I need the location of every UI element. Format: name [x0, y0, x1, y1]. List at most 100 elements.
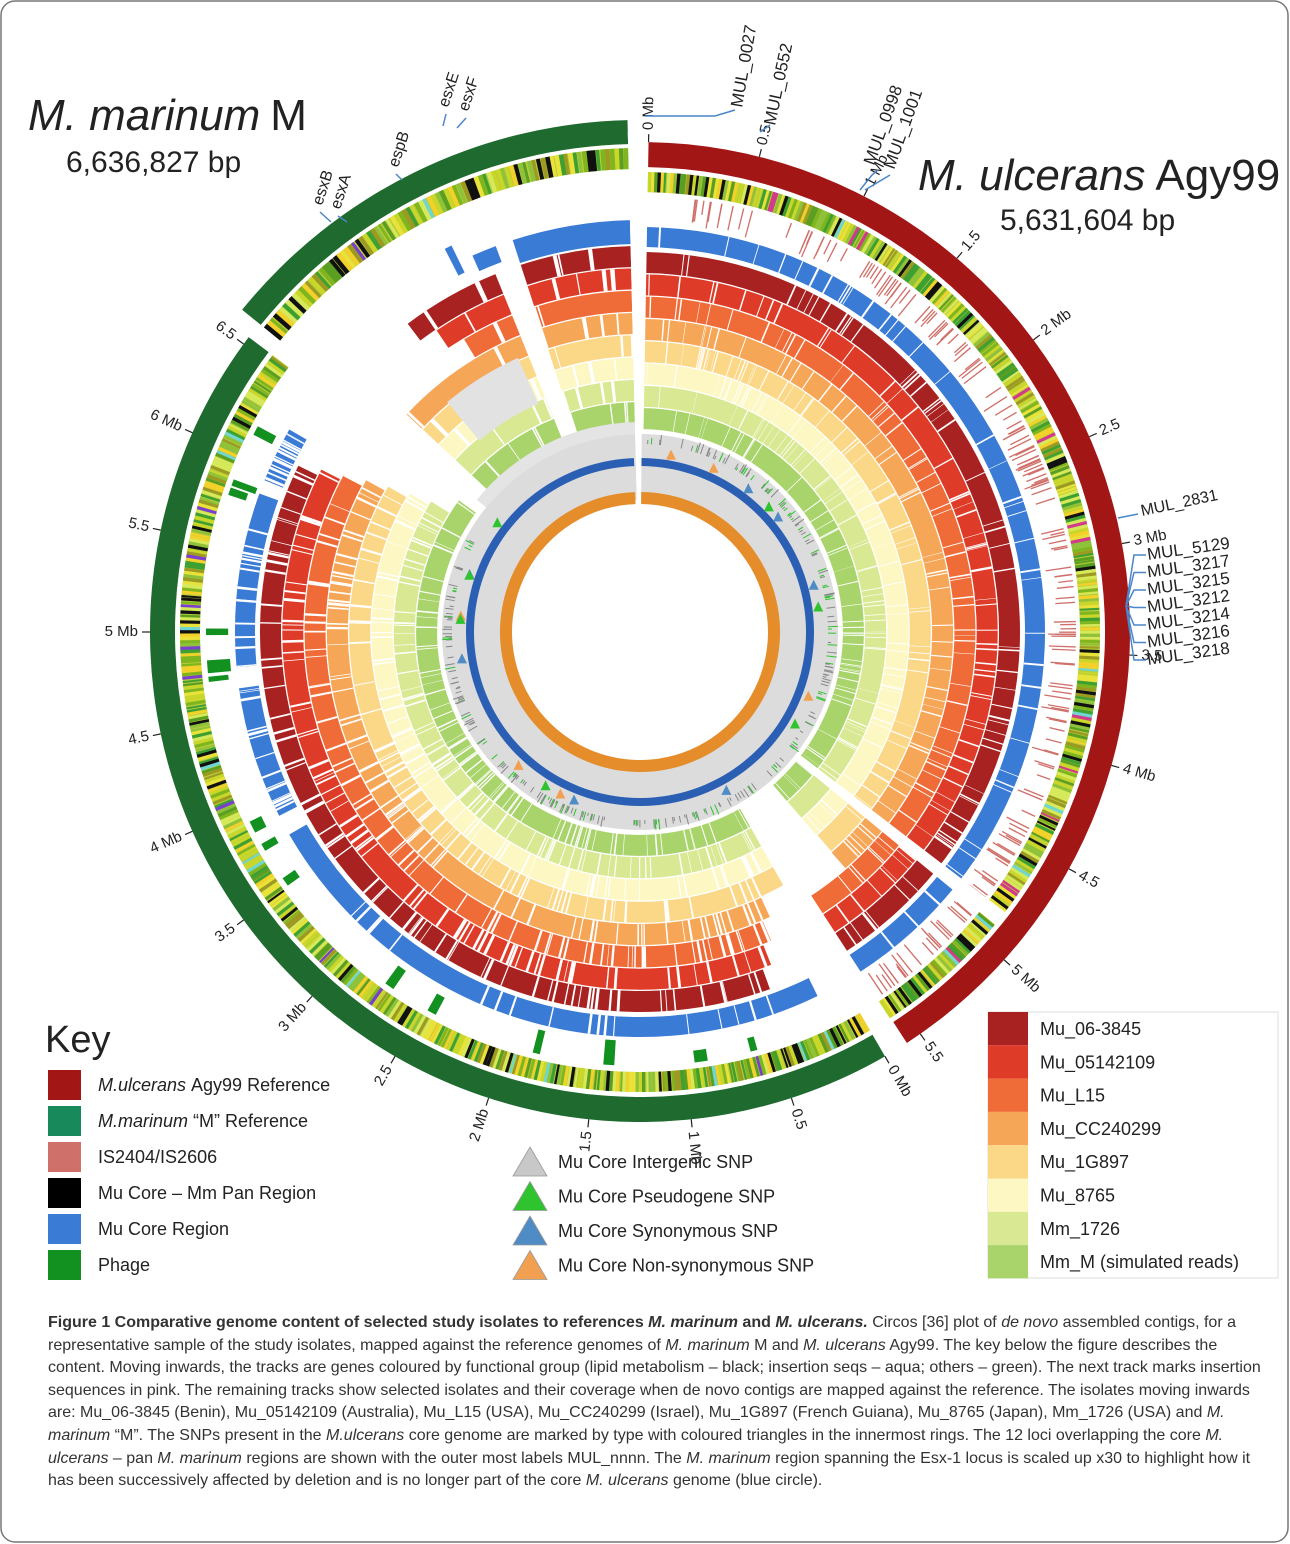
- gene-stripe: [232, 836, 253, 850]
- isolate-swatch: [988, 1078, 1028, 1112]
- snp-spike: [794, 522, 799, 526]
- gene-stripe: [1073, 704, 1094, 712]
- gene-stripe: [452, 1033, 464, 1054]
- coverage-gap: [837, 514, 857, 526]
- snp-spike: [792, 741, 798, 746]
- coverage-gap: [366, 531, 387, 541]
- isolate-label: Mu_06-3845: [1040, 1019, 1141, 1040]
- gene-stripe: [990, 354, 1009, 369]
- coverage-gap: [361, 487, 382, 499]
- gene-stripe: [890, 992, 905, 1011]
- gene-stripe: [839, 221, 852, 242]
- gene-stripe: [284, 911, 303, 927]
- coverage-gap: [624, 901, 628, 923]
- scale-tick: [956, 251, 963, 259]
- coverage-gap: [843, 841, 859, 857]
- ulcerans-strain: Agy99: [1155, 151, 1280, 200]
- is-element: [1008, 444, 1035, 458]
- snp-spike: [818, 690, 827, 695]
- coverage-gap: [407, 548, 429, 557]
- gene-stripe: [1023, 406, 1043, 419]
- is-element: [972, 883, 988, 896]
- gene-stripe: [560, 1065, 567, 1086]
- gene-stripe: [263, 323, 284, 341]
- coverage-gap: [765, 995, 774, 1015]
- coverage-gap: [895, 537, 916, 545]
- coverage-gap: [954, 635, 976, 636]
- coverage-gap: [848, 866, 864, 884]
- is-element: [1051, 706, 1069, 712]
- coverage-gap: [886, 649, 908, 652]
- is-element: [963, 366, 987, 385]
- gene-stripe: [469, 177, 481, 199]
- gene-stripe: [1041, 444, 1062, 455]
- coverage-gap: [373, 661, 395, 666]
- gene-stripe: [577, 151, 584, 173]
- snp-spike: [789, 744, 799, 753]
- gene-stripe: [949, 942, 967, 959]
- coverage-gap: [744, 951, 752, 973]
- leader-line: [442, 113, 447, 127]
- coverage-gap: [596, 853, 602, 875]
- gene-stripe: [306, 934, 324, 952]
- scale-tick: [152, 733, 161, 737]
- coverage-gap: [837, 284, 849, 303]
- coverage-gap: [393, 621, 415, 625]
- coverage-gap: [325, 832, 344, 847]
- is-element: [896, 952, 913, 973]
- snp-spike: [658, 439, 661, 446]
- gene-stripe: [420, 1018, 432, 1038]
- gene-stripe: [256, 875, 276, 890]
- coverage-gap: [929, 586, 950, 591]
- gene-stripe: [339, 965, 356, 984]
- gene-stripe: [195, 512, 216, 521]
- gene-stripe: [266, 360, 286, 375]
- coverage-gap: [1007, 510, 1027, 517]
- coverage-gap: [474, 798, 490, 816]
- is-element: [691, 199, 696, 223]
- gene-stripe: [793, 1043, 805, 1063]
- coverage-gap: [863, 600, 885, 604]
- phage-region: [208, 674, 229, 682]
- snp-spike: [827, 632, 837, 634]
- gene-stripe: [231, 416, 252, 429]
- coverage-gap: [820, 766, 838, 780]
- snp-spike: [827, 641, 832, 644]
- gene-stripe: [393, 212, 410, 234]
- coverage-gap: [485, 460, 501, 478]
- snp-spike: [635, 819, 637, 827]
- gene-stripe: [258, 877, 278, 893]
- coverage-gap: [842, 620, 864, 623]
- coverage-gap: [613, 358, 618, 380]
- coverage-gap: [952, 595, 974, 600]
- coverage-gap: [377, 576, 398, 582]
- is-element: [839, 248, 848, 262]
- is-element: [953, 347, 971, 363]
- gene-stripe: [180, 604, 201, 609]
- coverage-gap: [704, 916, 711, 938]
- gene-stripe: [706, 1066, 712, 1087]
- coverage-gap: [882, 865, 898, 881]
- coverage-gap: [375, 825, 394, 841]
- gene-stripe: [223, 434, 243, 446]
- is-element: [897, 294, 917, 317]
- coverage-gap: [414, 765, 433, 779]
- coverage-gap: [430, 818, 447, 835]
- caption-segment: M. marinum: [48, 1404, 1225, 1444]
- coverage-gap: [988, 714, 1010, 722]
- coverage-gap: [817, 327, 830, 347]
- snp-spike: [691, 812, 694, 817]
- gene-stripe: [337, 963, 354, 982]
- coverage-gap: [795, 761, 813, 776]
- snp-spike: [706, 447, 711, 457]
- coverage-gap: [239, 688, 260, 692]
- gene-stripe: [540, 157, 549, 179]
- coverage-gap: [672, 411, 677, 432]
- snp-spike: [444, 616, 453, 619]
- coverage-gap: [330, 800, 349, 812]
- coverage-gap: [305, 655, 327, 658]
- gene-stripe: [770, 192, 779, 213]
- snp-spike: [550, 798, 555, 805]
- coverage-gap: [615, 923, 619, 945]
- coverage-gap: [377, 685, 399, 692]
